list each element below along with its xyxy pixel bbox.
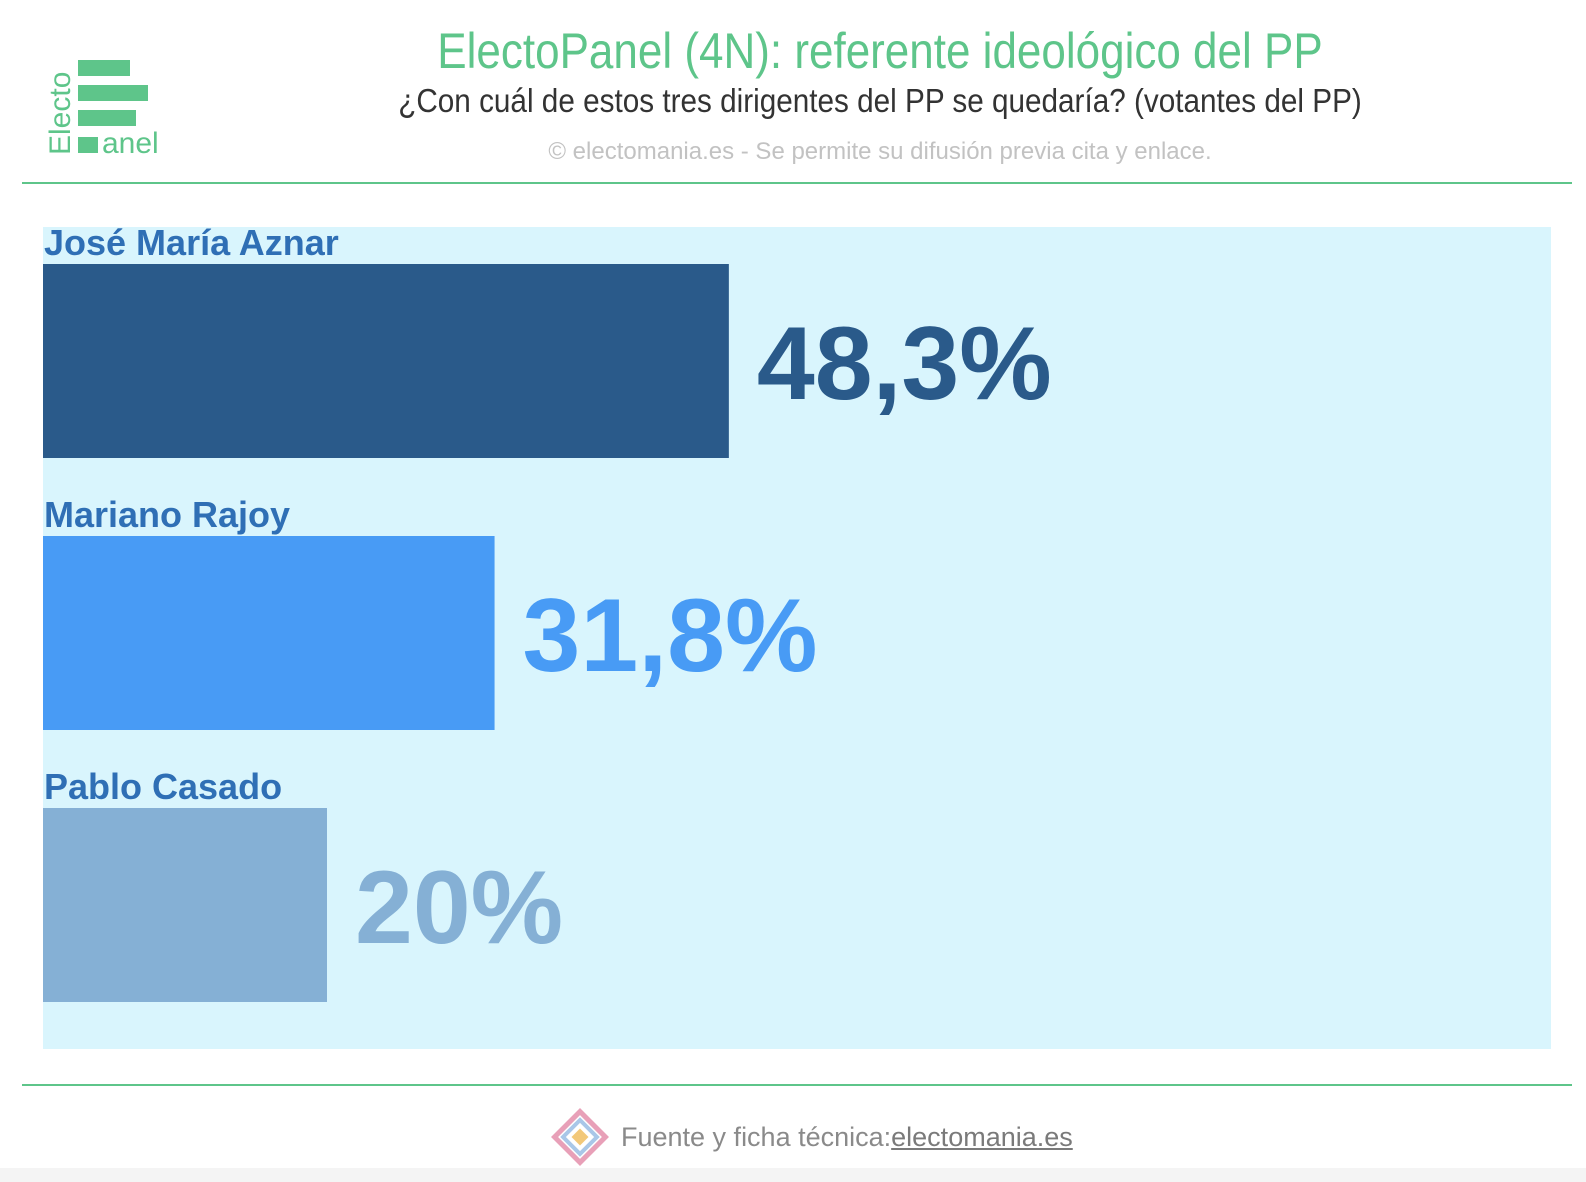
value-label: 48,3% bbox=[757, 306, 1052, 422]
category-label: Mariano Rajoy bbox=[44, 494, 290, 535]
footer-divider bbox=[22, 1084, 1572, 1086]
footer-source-label: Fuente y ficha técnica: bbox=[621, 1121, 892, 1152]
bar-chart: José María Aznar 48,3% Mariano Rajoy 31,8% P… bbox=[43, 227, 1052, 1002]
value-label: 31,8% bbox=[523, 578, 818, 694]
bar bbox=[43, 808, 327, 1002]
electopanel-logo-mark: Electo anel bbox=[44, 60, 159, 160]
copyright-note: © electomania.es - Se permite su difusió… bbox=[548, 138, 1212, 165]
bar bbox=[43, 536, 495, 730]
logo-word-top: Electo bbox=[44, 72, 77, 155]
footer-source-link[interactable]: electomania.es bbox=[891, 1121, 1073, 1152]
chart-title: ElectoPanel (4N): referente ideológico d… bbox=[437, 23, 1323, 79]
category-label: José María Aznar bbox=[44, 227, 339, 263]
bottom-strip bbox=[0, 1168, 1586, 1182]
electomania-icon bbox=[551, 1108, 609, 1166]
footer: Fuente y ficha técnica: electomania.es bbox=[551, 1107, 1073, 1167]
bar bbox=[43, 264, 729, 458]
electopanel-logo: Electo anel bbox=[40, 55, 180, 165]
category-label: Pablo Casado bbox=[44, 766, 282, 807]
header-divider bbox=[22, 182, 1572, 184]
value-label: 20% bbox=[355, 850, 563, 966]
logo-word-bottom: anel bbox=[102, 127, 159, 160]
chart-plot-area: José María Aznar 48,3% Mariano Rajoy 31,8% P… bbox=[43, 227, 1551, 1049]
chart-subtitle: ¿Con cuál de estos tres dirigentes del P… bbox=[398, 82, 1362, 119]
